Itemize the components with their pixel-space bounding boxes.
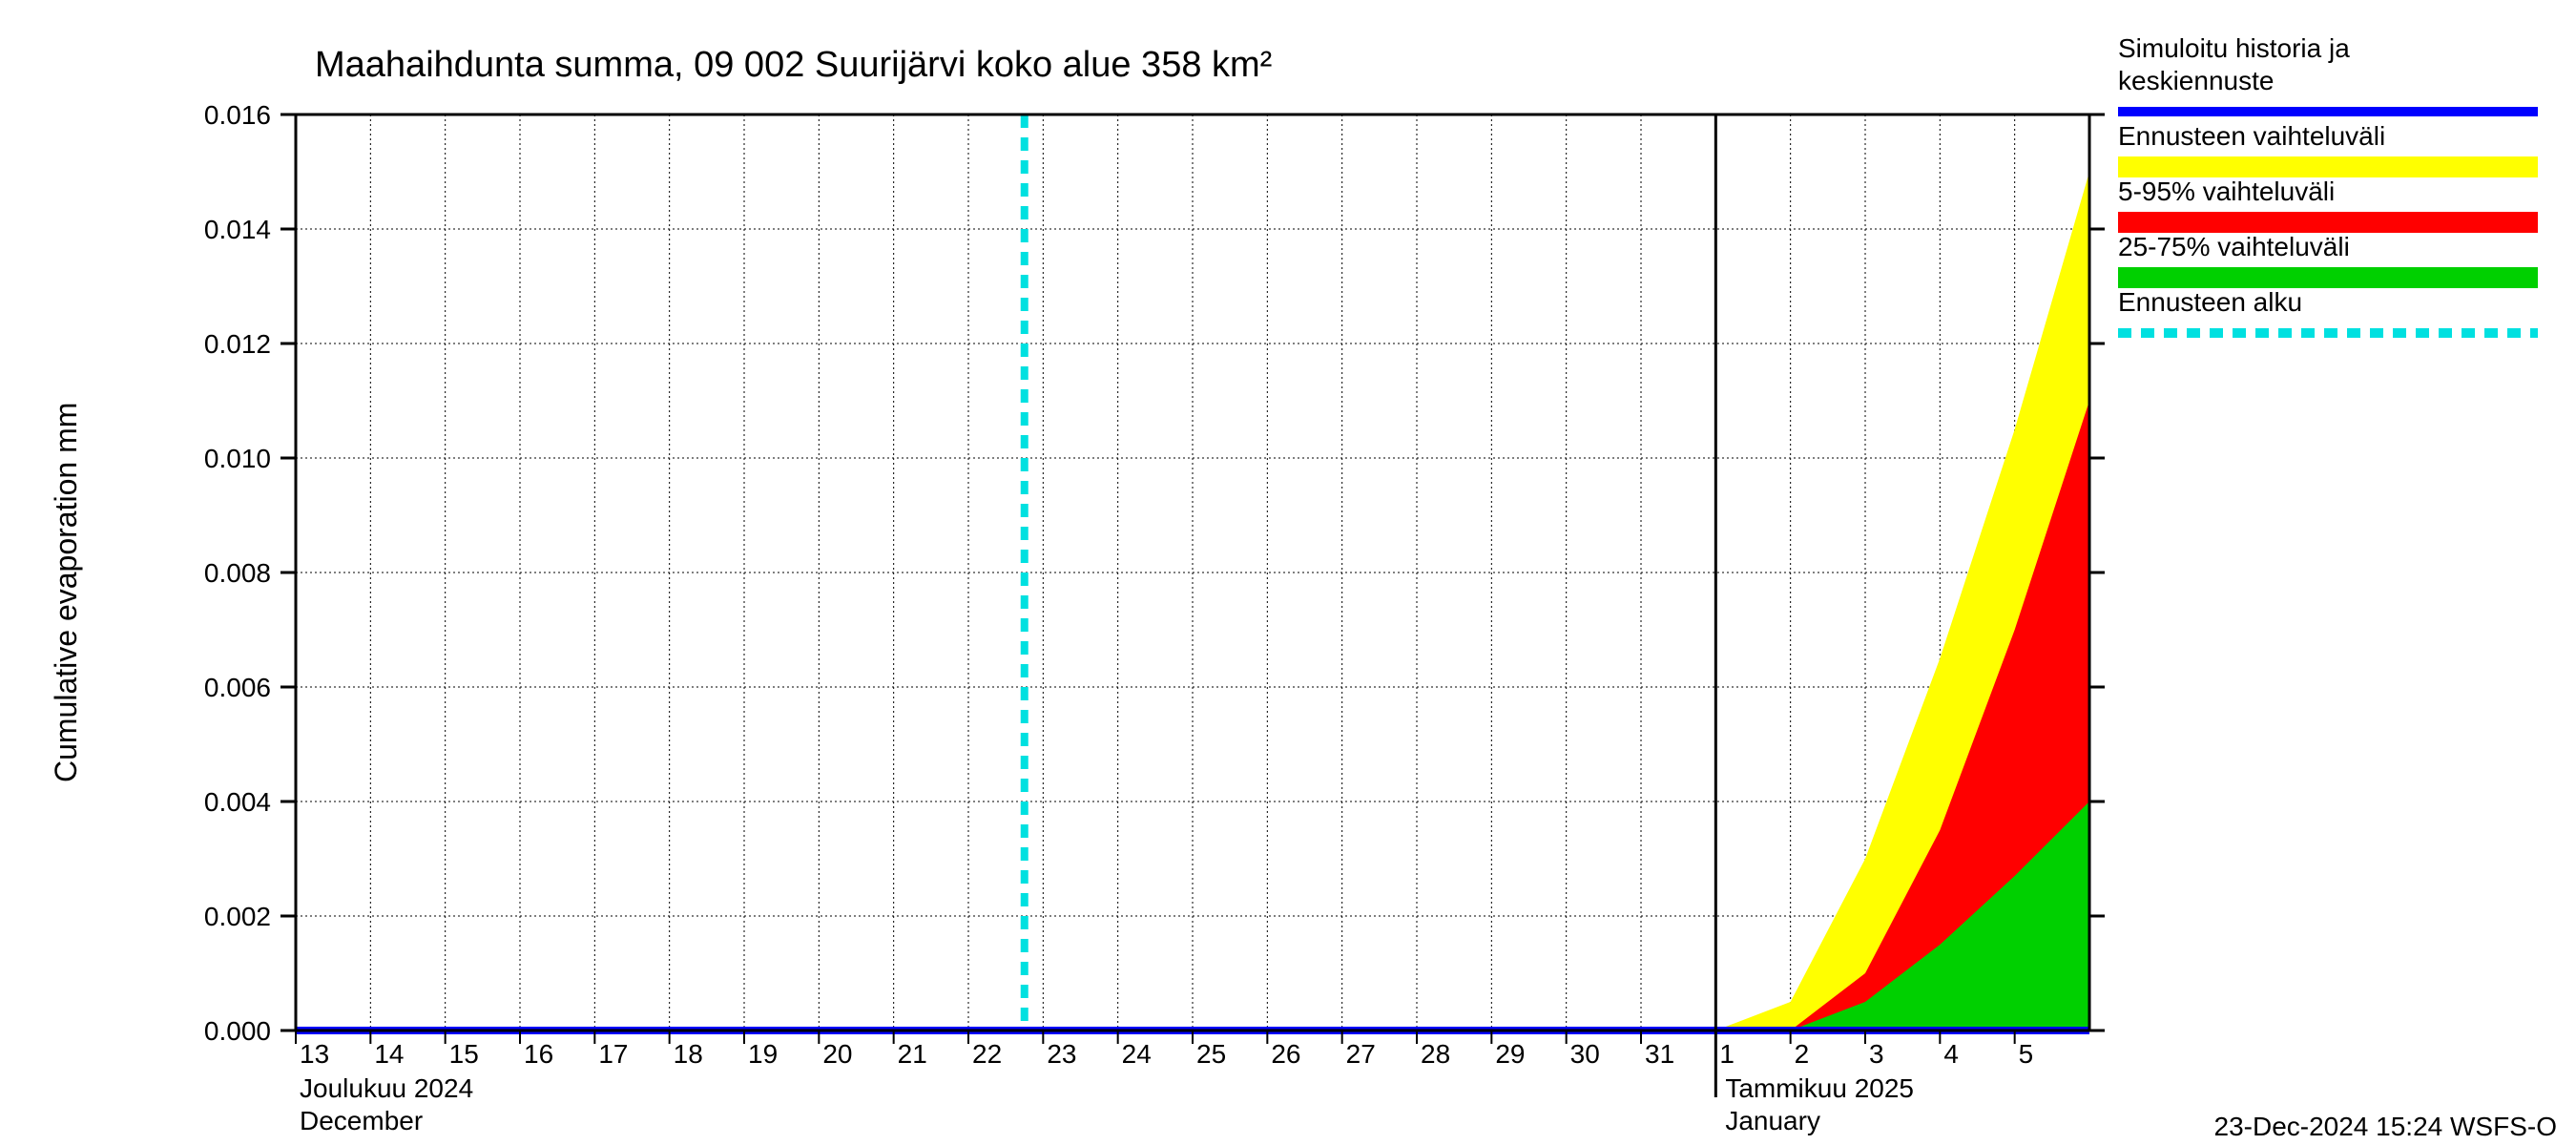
x-tick-label: 27: [1346, 1039, 1376, 1069]
chart-footer: 23-Dec-2024 15:24 WSFS-O: [2214, 1112, 2558, 1141]
x-tick-label: 31: [1645, 1039, 1674, 1069]
x-tick-label: 13: [300, 1039, 329, 1069]
x-tick-label: 3: [1869, 1039, 1884, 1069]
legend-label: Ennusteen alku: [2118, 287, 2302, 317]
y-tick-label: 0.010: [204, 444, 271, 473]
month2-en: January: [1725, 1106, 1820, 1135]
x-tick-label: 24: [1122, 1039, 1152, 1069]
month1-fi: Joulukuu 2024: [300, 1073, 473, 1103]
y-tick-label: 0.000: [204, 1016, 271, 1046]
y-tick-label: 0.006: [204, 673, 271, 702]
legend-swatch: [2118, 267, 2538, 288]
x-tick-label: 23: [1047, 1039, 1076, 1069]
legend-swatch: [2118, 156, 2538, 177]
legend-label: 5-95% vaihteluväli: [2118, 177, 2335, 206]
y-axis-label: Cumulative evaporation mm: [49, 403, 83, 782]
chart-container: 0.000 0.002 0.004 0.006 0.008 0.010 0.012 0.014…: [0, 0, 2576, 1145]
x-tick-label: 28: [1421, 1039, 1450, 1069]
x-tick-label: 4: [1943, 1039, 1959, 1069]
legend-label: keskiennuste: [2118, 66, 2274, 95]
x-tick-label: 2: [1795, 1039, 1810, 1069]
legend-label: Simuloitu historia ja: [2118, 33, 2350, 63]
x-tick-label: 1: [1719, 1039, 1735, 1069]
y-tick-label: 0.016: [204, 100, 271, 130]
y-tick-label: 0.012: [204, 329, 271, 359]
x-tick-label: 18: [674, 1039, 703, 1069]
x-tick-label: 29: [1495, 1039, 1525, 1069]
y-tick-label: 0.002: [204, 902, 271, 931]
chart-svg: 0.000 0.002 0.004 0.006 0.008 0.010 0.012 0.014…: [0, 0, 2576, 1145]
month2-fi: Tammikuu 2025: [1725, 1073, 1914, 1103]
x-tick-label: 25: [1196, 1039, 1226, 1069]
legend-label: Ennusteen vaihteluväli: [2118, 121, 2385, 151]
x-tick-label: 22: [972, 1039, 1002, 1069]
chart-title: Maahaihdunta summa, 09 002 Suurijärvi ko…: [315, 45, 1272, 85]
x-tick-label: 14: [374, 1039, 404, 1069]
x-tick-label: 17: [598, 1039, 628, 1069]
y-tick-label: 0.008: [204, 558, 271, 588]
legend-label: 25-75% vaihteluväli: [2118, 232, 2350, 261]
x-tick-label: 21: [898, 1039, 927, 1069]
y-tick-label: 0.014: [204, 215, 271, 244]
x-tick-label: 16: [524, 1039, 553, 1069]
x-tick-label: 20: [822, 1039, 852, 1069]
month1-en: December: [300, 1106, 423, 1135]
y-tick-label: 0.004: [204, 787, 271, 817]
x-tick-label: 26: [1271, 1039, 1300, 1069]
x-tick-label: 19: [748, 1039, 778, 1069]
legend-swatch: [2118, 212, 2538, 233]
x-tick-label: 5: [2019, 1039, 2034, 1069]
x-tick-label: 15: [449, 1039, 479, 1069]
x-tick-label: 30: [1570, 1039, 1600, 1069]
